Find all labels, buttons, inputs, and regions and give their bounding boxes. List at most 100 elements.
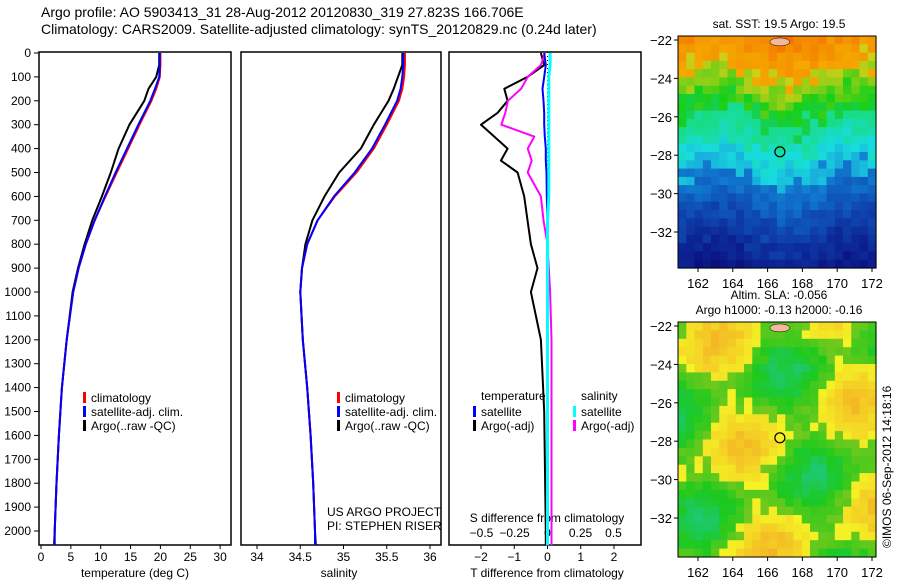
heatmap-cell — [694, 226, 704, 236]
heatmap-cell — [818, 523, 828, 533]
heatmap-cell — [851, 176, 861, 186]
heatmap-cell — [826, 185, 836, 194]
heatmap-cell — [702, 439, 712, 449]
heatmap-cell — [735, 210, 745, 219]
heatmap-cell — [744, 397, 753, 407]
heatmap-cell — [678, 135, 687, 145]
heatmap-cell — [826, 506, 836, 516]
heatmap-cell — [752, 69, 762, 78]
heatmap-cell — [686, 422, 696, 432]
heatmap-cell — [702, 531, 712, 541]
heatmap-cell — [818, 44, 828, 54]
heatmap-cell — [834, 259, 844, 269]
heatmap-cell — [826, 110, 836, 120]
heatmap-cell — [694, 102, 704, 112]
heatmap-cell — [785, 447, 795, 457]
heatmap-cell — [702, 160, 712, 170]
heatmap-cell — [744, 389, 753, 399]
heatmap-cell — [752, 405, 762, 415]
heatmap-cell — [810, 322, 819, 331]
heatmap-cell — [768, 548, 778, 558]
heatmap-cell — [702, 135, 712, 145]
heatmap-cell — [843, 94, 852, 103]
heatmap-cell — [851, 422, 861, 432]
heatmap-cell — [859, 234, 869, 244]
heatmap-cell — [768, 464, 778, 474]
heatmap-cell — [719, 439, 729, 449]
heatmap-cell — [818, 397, 828, 407]
heatmap-cell — [801, 548, 811, 558]
heatmap-cell — [768, 405, 778, 415]
heatmap-cell — [777, 506, 786, 516]
heatmap-cell — [777, 489, 786, 499]
heatmap-cell — [760, 372, 770, 382]
heatmap-cell — [752, 515, 762, 524]
heatmap-cell — [711, 193, 720, 203]
heatmap-cell — [785, 481, 795, 491]
heatmap-cell — [851, 36, 861, 45]
heatmap-cell — [810, 168, 819, 178]
heatmap-cell — [859, 69, 869, 78]
heatmap-cell — [727, 523, 737, 533]
heatmap-cell — [859, 226, 869, 236]
heatmap-cell — [826, 143, 836, 153]
heatmap-cell — [818, 515, 828, 524]
heatmap-cell — [793, 347, 803, 357]
heatmap-cell — [834, 176, 844, 186]
heatmap-cell — [810, 251, 819, 261]
heatmap-cell — [768, 193, 778, 203]
heatmap-cell — [744, 160, 753, 170]
heatmap-cell — [859, 193, 869, 203]
heatmap-cell — [760, 251, 770, 261]
heatmap-cell — [851, 540, 861, 550]
heatmap-cell — [785, 176, 795, 186]
heatmap-cell — [744, 44, 753, 54]
project-annotation: US ARGO PROJECT — [327, 505, 442, 519]
heatmap-cell — [785, 330, 795, 340]
heatmap-cell — [777, 185, 786, 194]
heatmap-cell — [735, 110, 745, 120]
legend-label: Argo(-adj) — [481, 419, 534, 433]
heatmap-cell — [834, 135, 844, 145]
heatmap-cell — [735, 506, 745, 516]
legend-label: satellite-adj. clim. — [91, 405, 183, 419]
heatmap-cell — [702, 389, 712, 399]
heatmap-cell — [678, 69, 687, 78]
heatmap-cell — [719, 243, 729, 252]
heatmap-cell — [793, 389, 803, 399]
heatmap-cell — [752, 135, 762, 145]
heatmap-cell — [727, 143, 737, 153]
heatmap-cell — [818, 389, 828, 399]
heatmap-cell — [694, 523, 704, 533]
heatmap-cell — [818, 464, 828, 474]
heatmap-cell — [768, 515, 778, 524]
heatmap-cell — [735, 152, 745, 161]
heatmap-cell — [711, 515, 720, 524]
heatmap-cell — [851, 185, 861, 194]
heatmap-cell — [727, 226, 737, 236]
heatmap-cell — [834, 69, 844, 78]
heatmap-cell — [826, 464, 836, 474]
heatmap-cell — [752, 380, 762, 390]
heatmap-cell — [801, 259, 811, 269]
heatmap-cell — [768, 364, 778, 373]
heatmap-cell — [744, 364, 753, 373]
heatmap-cell — [752, 389, 762, 399]
heatmap-cell — [744, 36, 753, 45]
heatmap-cell — [785, 226, 795, 236]
heatmap-cell — [834, 168, 844, 178]
heatmap-cell — [785, 185, 795, 194]
heatmap-cell — [785, 201, 795, 211]
heatmap-cell — [768, 422, 778, 432]
heatmap-cell — [793, 201, 803, 211]
heatmap-cell — [752, 447, 762, 457]
heatmap-cell — [851, 548, 861, 558]
heatmap-cell — [711, 69, 720, 78]
heatmap-cell — [843, 397, 852, 407]
heatmap-cell — [686, 548, 696, 558]
heatmap-cell — [785, 143, 795, 153]
heatmap-cell — [826, 397, 836, 407]
heatmap-cell — [760, 498, 770, 508]
temperature-line-0 — [53, 53, 162, 546]
heatmap-cell — [859, 347, 869, 357]
